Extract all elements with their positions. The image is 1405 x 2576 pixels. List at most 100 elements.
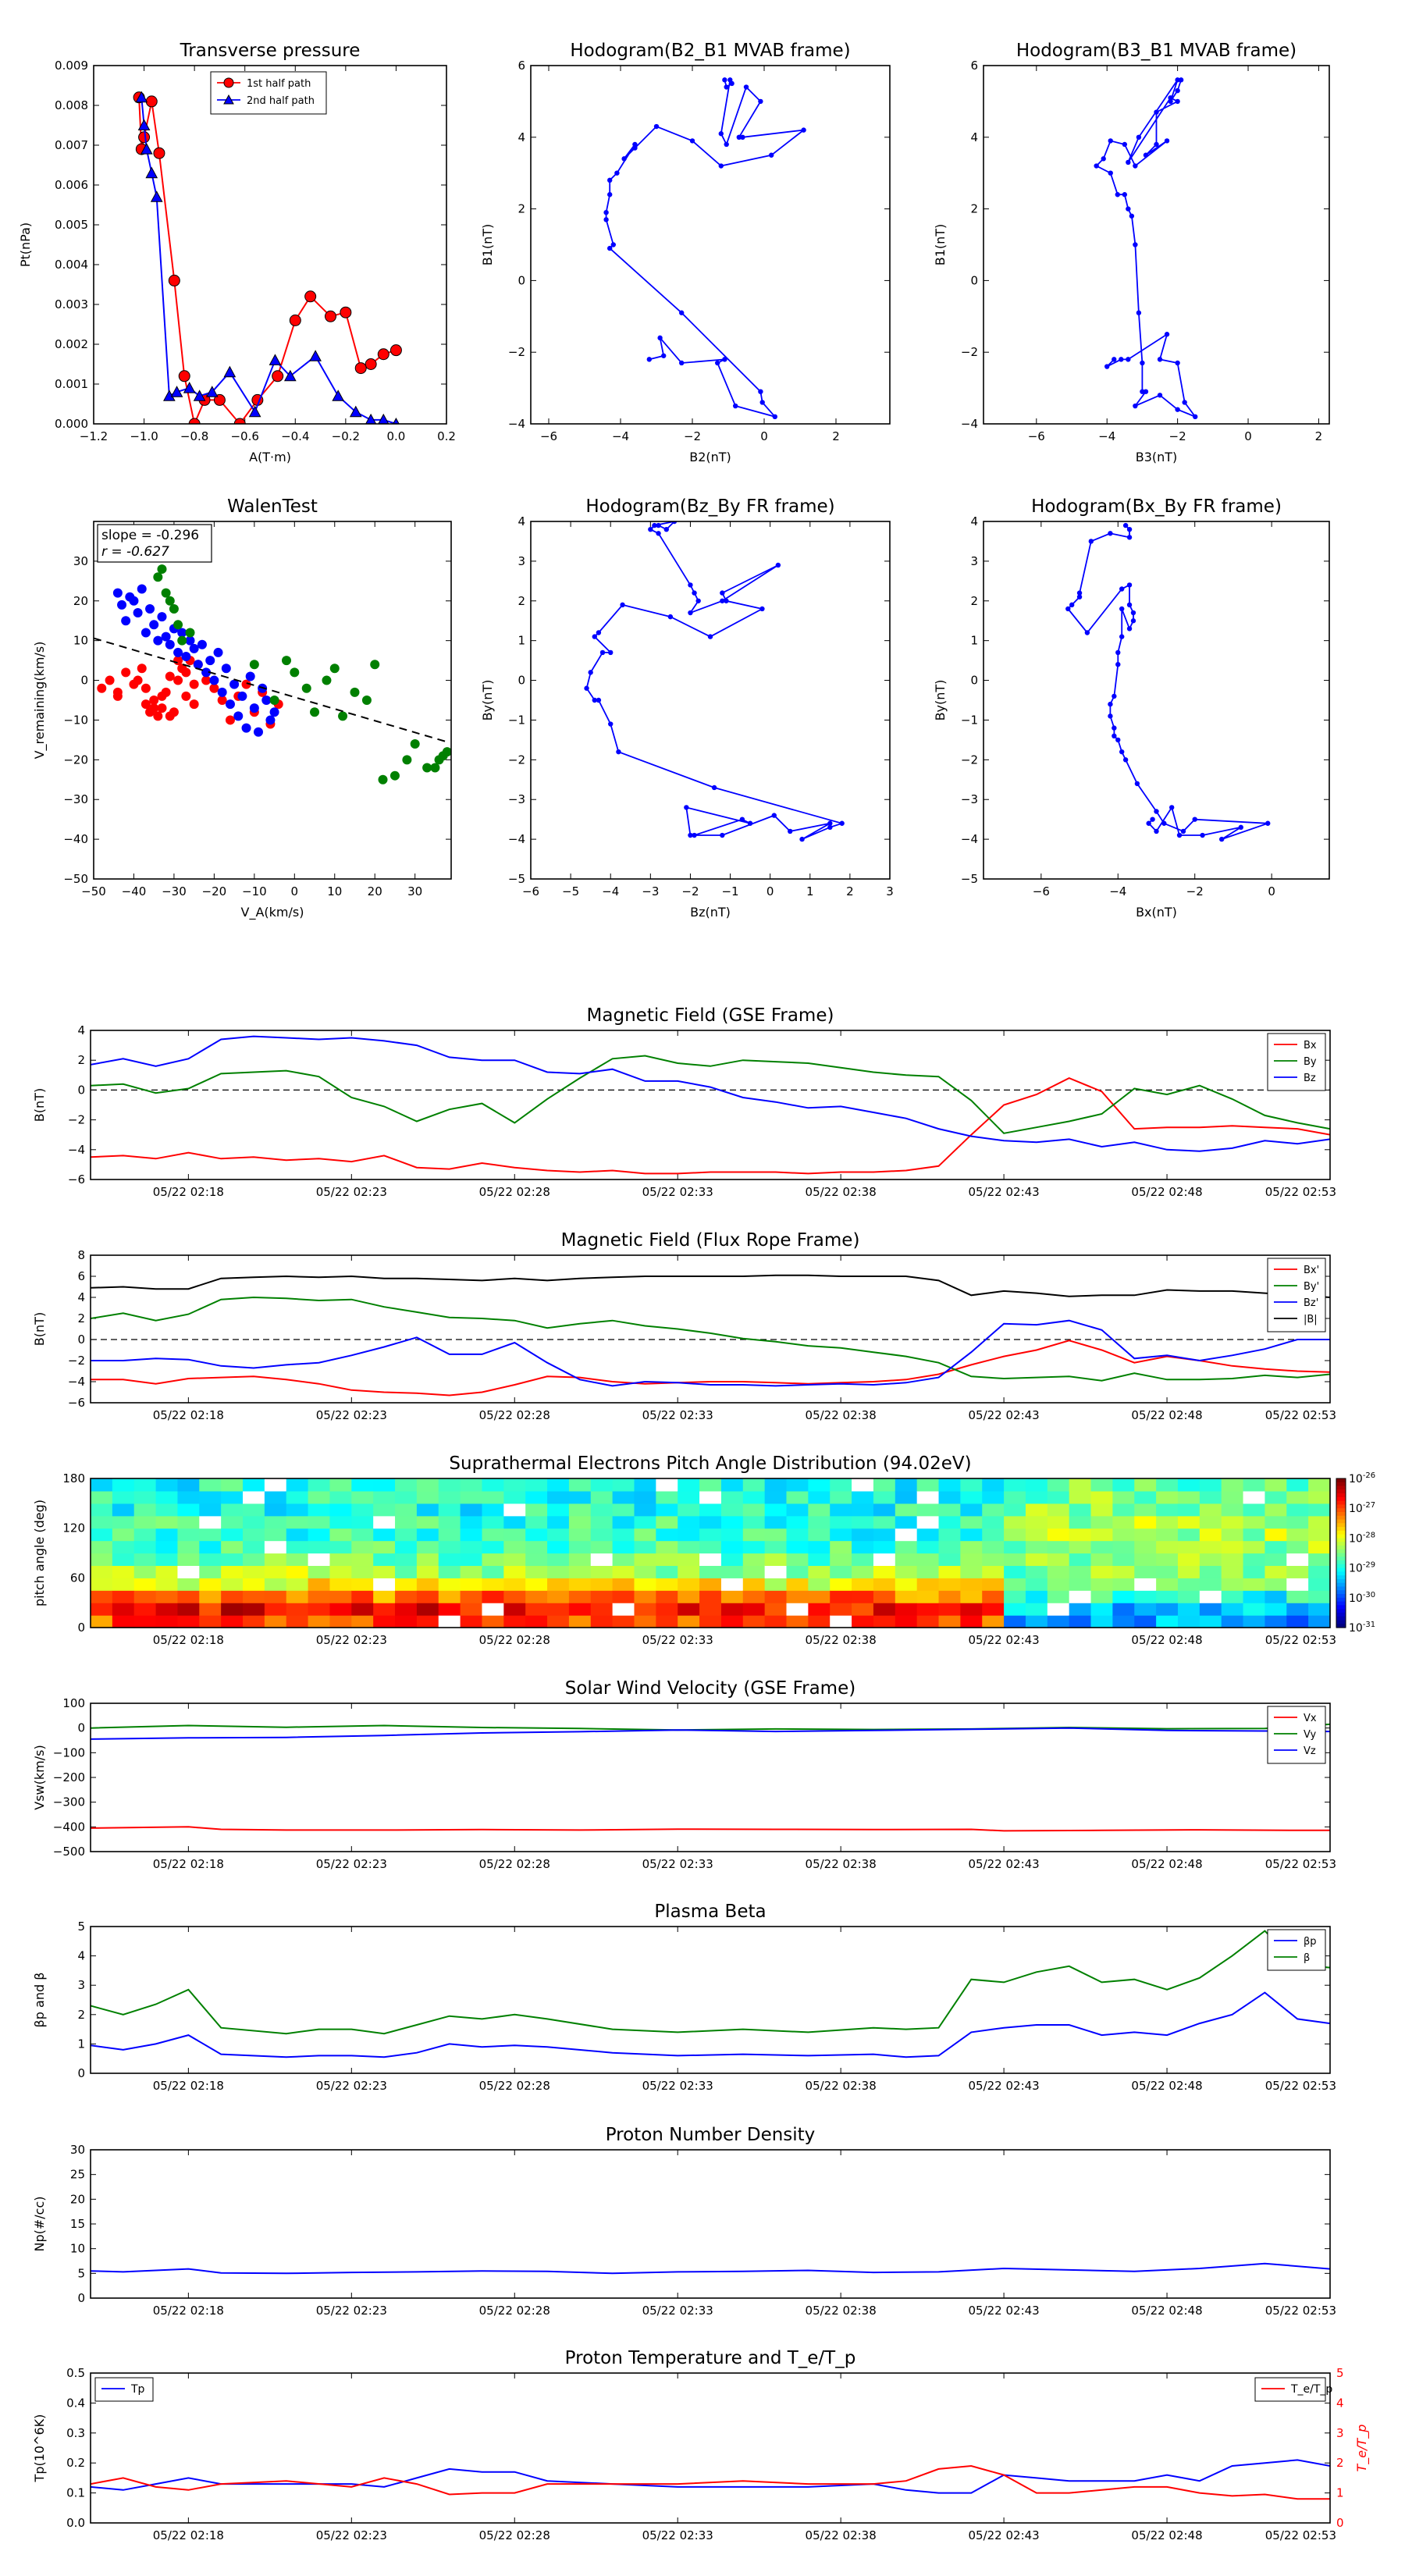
heatmap-cell (612, 1603, 635, 1616)
xtick-label: 05/22 02:33 (642, 2528, 713, 2542)
colorbar-segment (1336, 1575, 1346, 1580)
data-point (165, 639, 175, 649)
data-point (265, 715, 276, 725)
heatmap-cell (634, 1590, 656, 1603)
heatmap-cell (742, 1603, 766, 1616)
heatmap-cell (916, 1615, 940, 1628)
heatmap-cell (742, 1565, 766, 1578)
heatmap-cell (243, 1578, 265, 1591)
heatmap-cell (678, 1615, 700, 1628)
data-point (177, 635, 187, 646)
colorbar-segment (1336, 1567, 1346, 1572)
heatmap-cell (590, 1603, 614, 1616)
heatmap-cell (1286, 1590, 1309, 1603)
data-point (1175, 87, 1180, 94)
heatmap-cell (873, 1528, 896, 1542)
data-point (1178, 77, 1184, 83)
colorbar-segment (1336, 1482, 1346, 1487)
xtick-label: −6 (1033, 884, 1050, 898)
ytick-label: 0 (970, 674, 978, 688)
ytick-label: −40 (63, 832, 88, 846)
heatmap-cell (133, 1478, 157, 1492)
data-point (799, 836, 805, 842)
heatmap-cell (133, 1578, 157, 1591)
colorbar-segment (1336, 1534, 1346, 1539)
data-point (153, 147, 165, 159)
data-point (1161, 820, 1167, 826)
heatmap-cell (1264, 1540, 1287, 1554)
heatmap-cell (503, 1603, 526, 1616)
heatmap-cell (91, 1603, 113, 1616)
heatmap-cell (1177, 1590, 1200, 1603)
heatmap-cell (612, 1553, 635, 1567)
heatmap-cell (1004, 1590, 1026, 1603)
heatmap-cell (895, 1515, 918, 1529)
data-point (739, 817, 745, 822)
data-point (788, 828, 793, 834)
heatmap-cell (895, 1565, 918, 1578)
data-point (1143, 389, 1149, 394)
data-point (133, 675, 143, 685)
heatmap-cell (699, 1528, 722, 1542)
heatmap-cell (982, 1528, 1005, 1542)
heatmap-cell (112, 1503, 135, 1517)
colorbar-segment (1336, 1500, 1346, 1506)
legend: 1st half path 2nd half path (210, 71, 327, 115)
colorbar-segment (1336, 1597, 1346, 1603)
heatmap-cell (960, 1515, 983, 1529)
heatmap-cell (699, 1565, 722, 1578)
ytick-label: −50 (63, 872, 88, 886)
heatmap-cell (351, 1528, 374, 1542)
heatmap-cell (525, 1553, 548, 1567)
heatmap-cell (438, 1540, 461, 1554)
heatmap-cell (720, 1540, 744, 1554)
colorbar-exponent: -28 (1363, 1531, 1375, 1539)
data-point (354, 362, 367, 375)
heatmap-cell (786, 1540, 809, 1554)
data-point (1182, 400, 1187, 405)
heatmap-cell (895, 1478, 918, 1492)
series-line (91, 1274, 1330, 1298)
heatmap-cell (1047, 1578, 1070, 1591)
heatmap-cell (1025, 1528, 1048, 1542)
heatmap-cell (699, 1490, 722, 1504)
heatmap-cell (916, 1553, 940, 1567)
heatmap-cell (656, 1528, 678, 1542)
data-point (1115, 192, 1120, 197)
data-point (722, 77, 727, 83)
data-point (769, 152, 774, 158)
data-point (1140, 360, 1145, 366)
data-point (722, 357, 727, 362)
panel-title: Hodogram(Bz_By FR frame) (585, 496, 834, 517)
heatmap-cell (395, 1590, 418, 1603)
ytick-label: −200 (53, 1770, 85, 1784)
plot-frame (90, 2149, 1331, 2299)
ytick-label: 0.004 (55, 258, 88, 272)
legend-frame (1254, 2377, 1326, 2402)
data-point (1136, 310, 1142, 315)
heatmap-cell (1177, 1515, 1200, 1529)
heatmap-cell (416, 1615, 439, 1628)
heatmap-cell (155, 1565, 179, 1578)
series-line (91, 1723, 1330, 1731)
heatmap-cell (916, 1565, 940, 1578)
heatmap-cell (112, 1490, 135, 1504)
ytick-label: 0.008 (55, 98, 88, 112)
heatmap-cell (1286, 1515, 1309, 1529)
heatmap-cell (1221, 1578, 1244, 1591)
heatmap-cell (1156, 1615, 1179, 1628)
heatmap-cell (177, 1503, 200, 1517)
heatmap-cell (221, 1565, 244, 1578)
series-By (91, 1055, 1330, 1134)
heatmap-cell (568, 1590, 592, 1603)
xtick-label: 05/22 02:33 (642, 2079, 713, 2093)
heatmap-cell (960, 1603, 983, 1616)
data-point (225, 699, 235, 710)
ytick-label: 10 (70, 2242, 85, 2256)
xtick-label: 05/22 02:18 (153, 2079, 224, 2093)
data-point (599, 649, 606, 656)
ytick-label: 4 (518, 514, 525, 528)
ytick-label: 1 (77, 2037, 85, 2051)
heatmap-cell (199, 1590, 222, 1603)
data-point (646, 357, 652, 362)
